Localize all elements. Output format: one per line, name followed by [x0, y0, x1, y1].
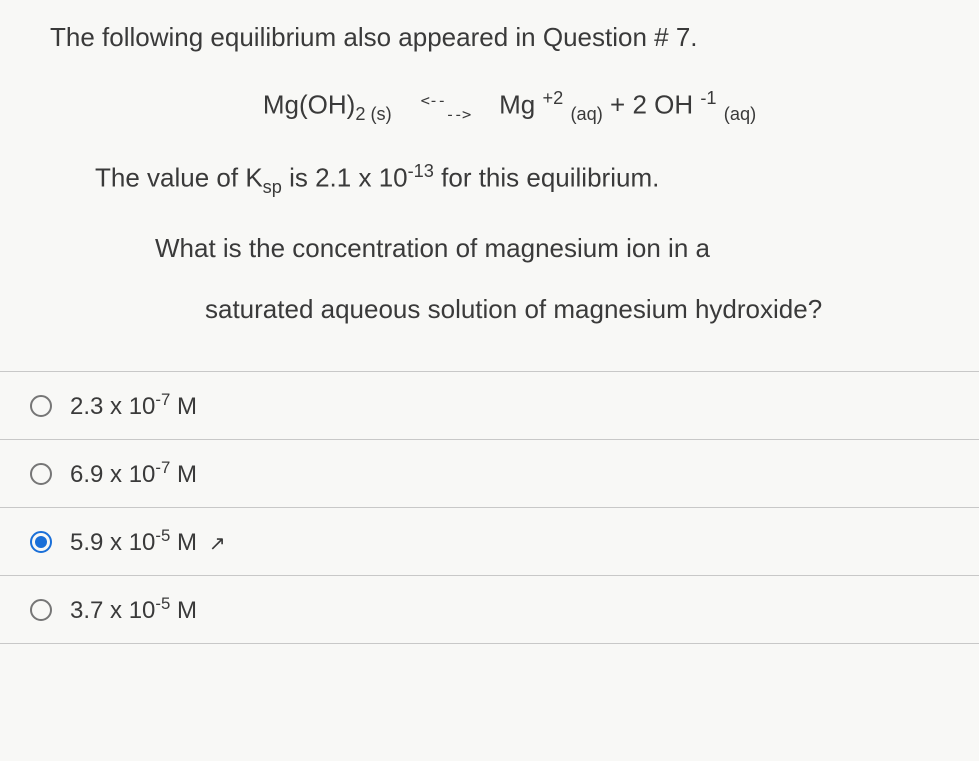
cursor-icon: ↖	[209, 531, 226, 556]
option-exponent: -5	[155, 594, 170, 613]
equilibrium-arrow: <---->	[421, 95, 471, 120]
option-base: 3.7 x 10	[70, 597, 155, 624]
ksp-sup: -13	[408, 161, 434, 181]
lhs-subscript: 2 (s)	[355, 104, 391, 124]
option-unit: M	[170, 461, 197, 488]
equilibrium-equation: Mg(OH)2 (s) <----> Mg +2 (aq) + 2 OH -1 …	[40, 85, 939, 128]
answer-option-0[interactable]: 2.3 x 10-7 M	[0, 371, 979, 439]
question-stem: The following equilibrium also appeared …	[0, 18, 979, 329]
ksp-text1: The value of K	[95, 163, 263, 193]
ksp-line: The value of Ksp is 2.1 x 10-13 for this…	[40, 158, 939, 201]
answer-option-3[interactable]: 3.7 x 10-5 M	[0, 575, 979, 644]
option-unit: M	[170, 393, 197, 420]
answer-options: 2.3 x 10-7 M6.9 x 10-7 M5.9 x 10-5 M↖3.7…	[0, 371, 979, 644]
oh-phase: (aq)	[724, 104, 756, 124]
arrow-bottom: -->	[445, 105, 470, 123]
ksp-sub: sp	[263, 177, 282, 197]
option-label: 6.9 x 10-7 M	[70, 458, 197, 489]
question-line-2: saturated aqueous solution of magnesium …	[40, 290, 939, 329]
answer-option-2[interactable]: 5.9 x 10-5 M ↖	[0, 507, 979, 575]
answer-option-1[interactable]: 6.9 x 10-7 M	[0, 439, 979, 507]
mg-charge: +2	[542, 88, 563, 108]
radio-button[interactable]	[30, 531, 52, 553]
option-exponent: -7	[155, 458, 170, 477]
mg-phase: (aq)	[570, 104, 602, 124]
radio-button[interactable]	[30, 463, 52, 485]
option-label: 2.3 x 10-7 M	[70, 390, 197, 421]
option-exponent: -7	[155, 390, 170, 409]
option-unit: M	[170, 529, 197, 556]
option-base: 6.9 x 10	[70, 461, 155, 488]
option-label: 5.9 x 10-5 M ↖	[70, 526, 226, 557]
plus-oh: + 2 OH	[610, 90, 693, 120]
oh-charge: -1	[700, 88, 716, 108]
option-unit: M	[170, 597, 197, 624]
question-line-1: What is the concentration of magnesium i…	[40, 229, 939, 268]
ksp-text3: for this equilibrium.	[434, 163, 659, 193]
option-base: 5.9 x 10	[70, 529, 155, 556]
lhs-formula: Mg(OH)	[263, 90, 355, 120]
option-exponent: -5	[155, 526, 170, 545]
option-label: 3.7 x 10-5 M	[70, 594, 197, 625]
intro-line: The following equilibrium also appeared …	[40, 18, 939, 57]
ksp-text2: is 2.1 x 10	[282, 163, 408, 193]
radio-button[interactable]	[30, 395, 52, 417]
mg-ion: Mg	[499, 90, 535, 120]
arrow-top: <--	[421, 91, 446, 109]
option-base: 2.3 x 10	[70, 393, 155, 420]
radio-button[interactable]	[30, 599, 52, 621]
